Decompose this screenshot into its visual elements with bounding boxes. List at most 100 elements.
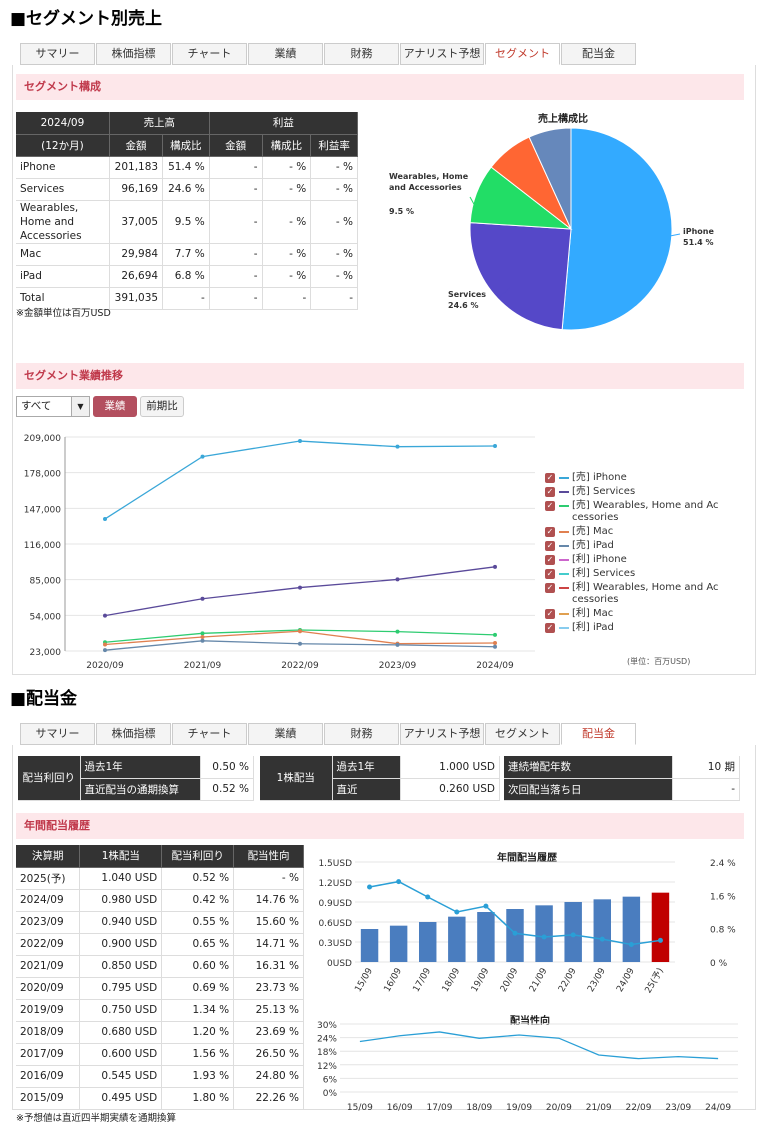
seg-margin: - % bbox=[310, 243, 358, 266]
series-line bbox=[104, 440, 496, 520]
y-tick-label: 1.5USD bbox=[318, 859, 352, 869]
yield-point bbox=[483, 903, 489, 909]
yield-point bbox=[425, 894, 431, 900]
tab-0[interactable]: サマリー bbox=[20, 43, 95, 65]
div-yield: 1.34 % bbox=[161, 999, 235, 1022]
seg-profit-ratio: - % bbox=[262, 243, 312, 266]
tab-2[interactable]: チャート bbox=[172, 43, 247, 65]
legend-label: [利] Wearables, Home and Accessories bbox=[572, 582, 719, 605]
div-yield: 0.60 % bbox=[161, 955, 235, 978]
legend-item[interactable]: ✓ [利] Wearables, Home and Accessories bbox=[545, 582, 735, 606]
checkbox-icon[interactable]: ✓ bbox=[545, 487, 555, 497]
y-tick-label: 30% bbox=[317, 1021, 337, 1031]
div-col-header: 配当利回り bbox=[161, 845, 235, 868]
tab-4[interactable]: 財務 bbox=[324, 43, 399, 65]
div-yield: 1.93 % bbox=[161, 1065, 235, 1088]
seg-ratio: 51.4 % bbox=[162, 156, 210, 179]
per-share-label: 1株配当 bbox=[260, 756, 333, 801]
segment-composition-header: セグメント構成 bbox=[16, 74, 744, 100]
div-yield: 1.80 % bbox=[161, 1087, 235, 1110]
x-tick-label: 22/09 bbox=[557, 966, 579, 994]
legend-item[interactable]: ✓ [売] iPad bbox=[545, 540, 735, 552]
pie-label: Wearables, Home and Accessories bbox=[389, 172, 469, 192]
x-tick-label: 16/09 bbox=[387, 1103, 413, 1113]
seg-ratio: 7.7 % bbox=[162, 243, 210, 266]
div-payout: 14.76 % bbox=[233, 889, 304, 912]
legend-item[interactable]: ✓ [利] Mac bbox=[545, 608, 735, 620]
bar bbox=[622, 896, 641, 962]
legend-label: [利] Services bbox=[572, 568, 636, 579]
sub-header: 利益率 bbox=[310, 134, 358, 157]
yoy-button[interactable]: 前期比 bbox=[140, 396, 184, 417]
tab-4[interactable]: 財務 bbox=[324, 723, 399, 745]
checkbox-icon[interactable]: ✓ bbox=[545, 501, 555, 511]
x-tick-label: 2024/09 bbox=[476, 661, 514, 670]
legend-item[interactable]: ✓ [売] Mac bbox=[545, 526, 735, 538]
tab-0[interactable]: サマリー bbox=[20, 723, 95, 745]
segment-select-value: すべて bbox=[21, 400, 52, 412]
tab-2[interactable]: チャート bbox=[172, 723, 247, 745]
period-header: 2024/09 bbox=[16, 112, 110, 135]
div-yield: 0.69 % bbox=[161, 977, 235, 1000]
series-point bbox=[493, 640, 497, 645]
segment-table: 2024/09 売上高 利益 (12か月) 金額 構成比 金額 構成比 利益率 … bbox=[16, 112, 359, 310]
legend-item[interactable]: ✓ [利] Services bbox=[545, 568, 735, 580]
tab-1[interactable]: 株価指標 bbox=[96, 723, 171, 745]
tab-1[interactable]: 株価指標 bbox=[96, 43, 171, 65]
tab-7[interactable]: 配当金 bbox=[561, 43, 636, 65]
legend-item[interactable]: ✓ [売] iPhone bbox=[545, 472, 735, 484]
div-per-share: 0.750 USD bbox=[79, 999, 163, 1022]
performance-button[interactable]: 業績 bbox=[93, 396, 137, 417]
checkbox-icon[interactable]: ✓ bbox=[545, 569, 555, 579]
legend-label: [利] Mac bbox=[572, 608, 614, 619]
checkbox-icon[interactable]: ✓ bbox=[545, 541, 555, 551]
legend-item[interactable]: ✓ [利] iPad bbox=[545, 622, 735, 634]
checkbox-icon[interactable]: ✓ bbox=[545, 609, 555, 619]
checkbox-icon[interactable]: ✓ bbox=[545, 555, 555, 565]
bar bbox=[477, 912, 495, 962]
legend-item[interactable]: ✓ [利] iPhone bbox=[545, 554, 735, 566]
tab-3[interactable]: 業績 bbox=[248, 43, 323, 65]
checkbox-icon[interactable]: ✓ bbox=[545, 473, 555, 483]
tab-7[interactable]: 配当金 bbox=[561, 723, 636, 745]
y-tick-label: 0.9USD bbox=[318, 899, 352, 909]
seg-name: Services bbox=[16, 178, 110, 201]
y-tick-label: 85,000 bbox=[30, 577, 62, 587]
div-period: 2025(予) bbox=[16, 867, 81, 890]
legend-line-icon bbox=[559, 531, 569, 533]
div-per-share: 0.680 USD bbox=[79, 1021, 163, 1044]
bar bbox=[593, 899, 611, 962]
legend-item[interactable]: ✓ [売] Wearables, Home and Accessories bbox=[545, 500, 735, 524]
seg-profit-ratio: - % bbox=[262, 156, 312, 179]
pie-slice bbox=[528, 127, 572, 230]
div-yield: 1.56 % bbox=[161, 1043, 235, 1066]
per-share-box: 1株配当 過去1年 1.000 USD 直近 0.260 USD bbox=[260, 756, 500, 801]
checkbox-icon[interactable]: ✓ bbox=[545, 583, 555, 593]
x-tick-label: 19/09 bbox=[506, 1103, 532, 1113]
dividend-row: 2023/09 0.940 USD 0.55 % 15.60 % bbox=[16, 911, 304, 934]
div-col-header: 配当性向 bbox=[233, 845, 304, 868]
tab-6[interactable]: セグメント bbox=[485, 43, 560, 65]
div-payout: 25.13 % bbox=[233, 999, 304, 1022]
tab-3[interactable]: 業績 bbox=[248, 723, 323, 745]
div-period: 2017/09 bbox=[16, 1043, 81, 1066]
yield-point bbox=[570, 932, 576, 938]
checkbox-icon[interactable]: ✓ bbox=[545, 623, 555, 633]
x-tick-label: 20/09 bbox=[546, 1103, 572, 1113]
checkbox-icon[interactable]: ✓ bbox=[545, 527, 555, 537]
series-point bbox=[395, 642, 400, 647]
tab-6[interactable]: セグメント bbox=[485, 723, 560, 745]
tab-5[interactable]: アナリスト予想 bbox=[400, 43, 484, 65]
legend-item[interactable]: ✓ [売] Services bbox=[545, 486, 735, 498]
tab-5[interactable]: アナリスト予想 bbox=[400, 723, 484, 745]
div-payout: 23.73 % bbox=[233, 977, 304, 1000]
legend-line-icon bbox=[559, 477, 569, 479]
div-col-header: 1株配当 bbox=[79, 845, 163, 868]
segment-select[interactable]: すべて ▼ bbox=[16, 396, 90, 417]
div-period: 2020/09 bbox=[16, 977, 81, 1000]
legend-line-icon bbox=[559, 505, 569, 507]
pie-value: 24.6 % bbox=[448, 301, 479, 310]
sub-header: 構成比 bbox=[262, 134, 312, 157]
series-point bbox=[103, 648, 107, 653]
series-point bbox=[298, 641, 302, 646]
